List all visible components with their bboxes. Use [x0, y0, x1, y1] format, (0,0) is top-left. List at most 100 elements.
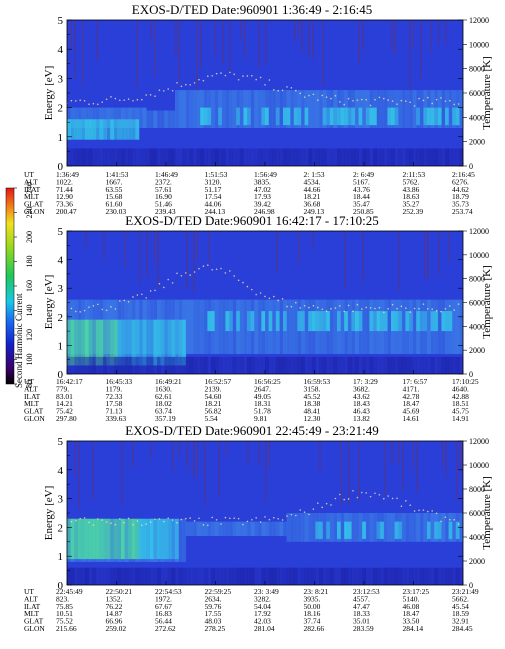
- energy-core-column: [319, 521, 323, 539]
- energy-core-column: [135, 319, 140, 366]
- low-energy-column: [74, 567, 79, 585]
- orbit-cell: 5762.: [403, 177, 420, 186]
- energy-band-column: [301, 90, 305, 129]
- temperature-point: [391, 497, 394, 500]
- low-energy-column: [146, 567, 151, 585]
- temperature-point: [246, 75, 249, 77]
- orbit-cell: 16:49:21: [155, 377, 182, 386]
- orbit-cell: 67.67: [155, 602, 172, 611]
- temperature-tick-label: 10000: [469, 40, 489, 49]
- temperature-point: [312, 304, 315, 307]
- temperature-point: [273, 295, 275, 298]
- energy-band-column: [193, 299, 197, 354]
- low-energy-column: [99, 148, 104, 166]
- energy-tick-label: 5: [58, 226, 64, 238]
- energy-core-column: [106, 119, 111, 140]
- temperature-point: [158, 89, 161, 91]
- temperature-point: [290, 513, 293, 516]
- low-energy-column: [207, 356, 212, 374]
- orbit-cell: 42.78: [403, 392, 420, 401]
- orbit-cell: 35.27: [403, 200, 420, 209]
- orbit-cell: 4640.: [452, 384, 469, 393]
- energy-band-column: [333, 299, 338, 354]
- temperature-tick-label: 12000: [469, 227, 489, 236]
- energy-core-column: [297, 311, 302, 332]
- energy-core-column: [340, 107, 345, 126]
- temperature-point: [264, 83, 266, 86]
- orbit-cell: 339.63: [106, 414, 127, 423]
- orbit-cell: 71.13: [106, 407, 123, 416]
- orbit-row-label: ALT: [24, 177, 38, 186]
- low-energy-column: [135, 356, 140, 374]
- energy-band-column: [103, 299, 107, 354]
- low-energy-column: [405, 356, 410, 374]
- energy-tick-label: 5: [58, 436, 64, 448]
- temperature-point: [418, 97, 420, 100]
- energy-core-column: [380, 311, 385, 332]
- energy-band-column: [178, 518, 183, 562]
- energy-band-column: [225, 521, 230, 537]
- orbit-cell: 4171.: [403, 384, 420, 393]
- temperature-point: [378, 493, 381, 496]
- energy-core-column: [347, 107, 352, 126]
- energy-band-column: [272, 90, 277, 129]
- orbit-cell: 9.81: [254, 414, 267, 423]
- temperature-point: [312, 508, 315, 510]
- temperature-point: [427, 307, 429, 310]
- orbit-cell: 57.61: [155, 185, 172, 194]
- panel-2-ylabel-right: Temperature [K]: [481, 265, 493, 338]
- temperature-point: [352, 489, 354, 492]
- energy-core-column: [117, 119, 122, 140]
- low-energy-column: [178, 567, 183, 585]
- panel-2-orbit-table: UTALTILATMLTGLATGLON16:42:17779.83.0114.…: [24, 377, 479, 423]
- energy-band-column: [365, 299, 370, 354]
- energy-core-column: [308, 311, 313, 332]
- temperature-point: [422, 99, 425, 102]
- low-energy-column: [290, 356, 295, 374]
- energy-band-column: [247, 521, 251, 537]
- energy-core-column: [297, 107, 302, 126]
- energy-band-column: [319, 90, 323, 129]
- low-energy-column: [160, 356, 165, 374]
- energy-band-column: [92, 299, 97, 354]
- orbit-cell: 48.03: [205, 617, 222, 626]
- orbit-cell: 35.47: [353, 200, 370, 209]
- energy-band-column: [459, 90, 464, 129]
- energy-band-column: [171, 110, 176, 129]
- low-energy-column: [182, 567, 187, 585]
- temperature-point: [149, 521, 152, 523]
- energy-band-column: [286, 513, 291, 542]
- energy-band-column: [88, 107, 93, 129]
- energy-band-column: [110, 518, 115, 562]
- orbit-cell: 17.54: [205, 192, 222, 201]
- orbit-row-label: ILAT: [24, 602, 41, 611]
- energy-band-column: [243, 299, 248, 354]
- energy-band-column: [178, 90, 183, 129]
- orbit-cell: 18.33: [353, 609, 370, 618]
- low-energy-column: [441, 148, 446, 166]
- orbit-cell: 45.52: [304, 392, 321, 401]
- colorbar-gradient: [5, 187, 15, 385]
- temperature-point: [185, 83, 187, 86]
- orbit-cell: 253.74: [452, 207, 473, 216]
- orbit-cell: 2634.: [205, 594, 222, 603]
- panel-1-ylabel: Energy [eV]: [43, 66, 55, 120]
- low-energy-column: [221, 356, 226, 374]
- temperature-point: [334, 497, 337, 500]
- temperature-point: [246, 520, 249, 523]
- energy-band-column: [110, 107, 115, 129]
- orbit-cell: 32.91: [452, 617, 469, 626]
- temperature-point: [255, 293, 257, 296]
- low-energy-column: [175, 567, 179, 585]
- low-energy-column: [164, 148, 169, 166]
- energy-core-column: [77, 119, 82, 140]
- temperature-point: [369, 104, 372, 107]
- temperature-point: [88, 521, 90, 524]
- temperature-point: [321, 308, 324, 311]
- low-energy-column: [117, 148, 122, 166]
- low-energy-column: [74, 356, 79, 374]
- low-energy-column: [275, 356, 280, 374]
- energy-core-column: [283, 107, 287, 126]
- orbit-cell: 16:56:25: [254, 377, 281, 386]
- temperature-point: [75, 100, 77, 102]
